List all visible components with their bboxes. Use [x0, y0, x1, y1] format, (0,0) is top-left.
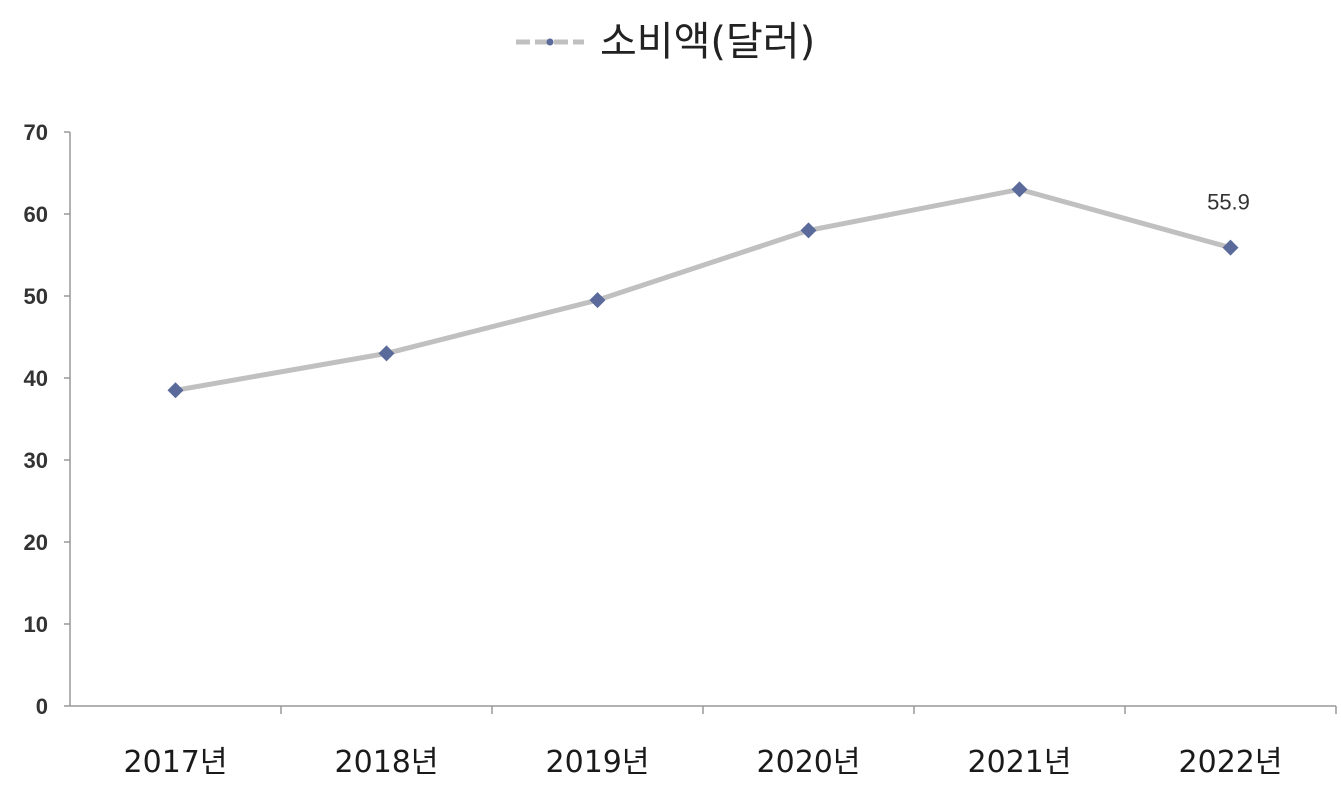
y-tick-label: 70 [24, 120, 48, 145]
legend: 소비액(달러) [516, 19, 815, 65]
y-tick-label: 50 [24, 284, 48, 309]
y-tick-label: 30 [24, 448, 48, 473]
data-point-marker [589, 292, 606, 309]
legend-label: 소비액(달러) [600, 19, 815, 65]
x-axis: 2017년 2018년 2019년 2020년 2021년 2022년 [70, 705, 1337, 780]
x-category-label: 2019년 [546, 745, 650, 780]
y-tick-label: 10 [24, 612, 48, 637]
y-tick-label: 20 [24, 530, 48, 555]
data-point-marker [167, 382, 184, 399]
y-axis-ticks: 0 10 20 30 40 50 60 70 [24, 120, 70, 719]
x-category-label: 2021년 [968, 745, 1072, 780]
y-axis: 0 10 20 30 40 50 60 70 [24, 120, 71, 719]
x-category-label: 2020년 [757, 745, 861, 780]
x-axis-ticks: 2017년 2018년 2019년 2020년 2021년 2022년 [124, 706, 1337, 780]
data-label: 55.9 [1207, 190, 1250, 215]
x-category-label: 2018년 [335, 745, 439, 780]
series-consumption [167, 181, 1239, 399]
y-tick-label: 0 [36, 694, 48, 719]
y-tick-label: 40 [24, 366, 48, 391]
data-point-marker [378, 345, 395, 362]
data-labels: 55.9 [1207, 190, 1250, 215]
y-tick-label: 60 [24, 202, 48, 227]
data-point-marker [1222, 239, 1239, 256]
x-category-label: 2022년 [1179, 745, 1283, 780]
series-line [173, 186, 1233, 393]
data-point-marker [800, 222, 817, 239]
data-point-marker [1011, 181, 1028, 198]
x-category-label: 2017년 [124, 745, 228, 780]
legend-marker-swatch [546, 38, 554, 46]
